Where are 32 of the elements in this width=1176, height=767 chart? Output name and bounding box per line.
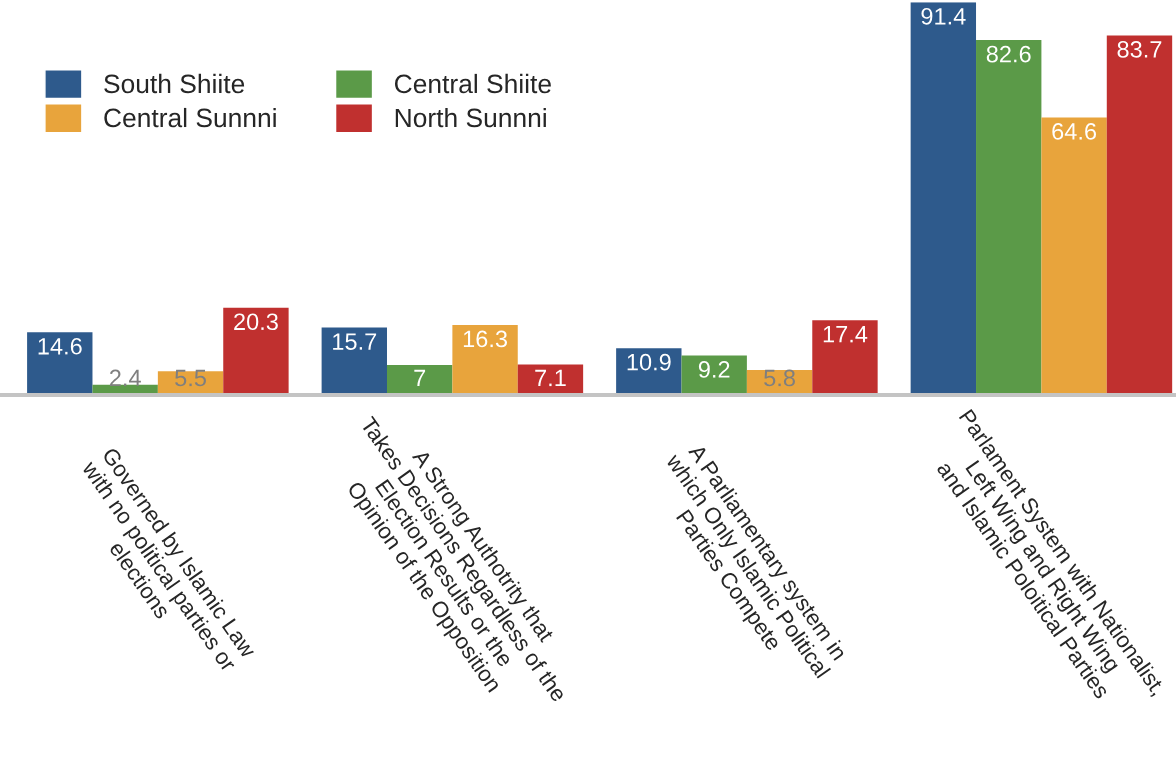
- data-label: 7: [414, 369, 426, 387]
- data-label: 16.3: [463, 330, 508, 348]
- data-label: 17.4: [823, 326, 868, 343]
- data-label: 10.9: [627, 353, 671, 371]
- data-label: 83.7: [1117, 41, 1162, 58]
- legend-label: South Shiite: [104, 73, 245, 94]
- legend-label: Central Sunnni: [104, 107, 276, 128]
- data-label: 9.2: [698, 361, 730, 378]
- bar: [910, 2, 977, 395]
- bar: [1106, 35, 1173, 395]
- data-label: 5.8: [764, 369, 795, 387]
- legend-label: North Sunnni: [395, 107, 546, 128]
- data-label: 91.4: [921, 7, 966, 25]
- bar: [1041, 117, 1107, 395]
- data-label: 2.4: [109, 369, 141, 387]
- bar: [27, 332, 93, 395]
- bar: [386, 364, 453, 395]
- data-label: 7.1: [535, 369, 566, 387]
- data-label: 82.6: [986, 45, 1031, 63]
- bar: [976, 40, 1042, 395]
- bar: [812, 320, 878, 395]
- data-label: 64.6: [1052, 123, 1097, 140]
- bar: [452, 324, 518, 395]
- data-label: 15.7: [333, 333, 377, 350]
- data-label: 20.3: [234, 313, 278, 331]
- bar: [223, 307, 289, 395]
- bar: [616, 348, 682, 395]
- legend-label: Central Shiite: [394, 73, 551, 94]
- data-label: 5.5: [175, 369, 206, 387]
- bar: [681, 355, 747, 395]
- bar: [321, 327, 387, 395]
- data-label: 14.6: [38, 337, 82, 355]
